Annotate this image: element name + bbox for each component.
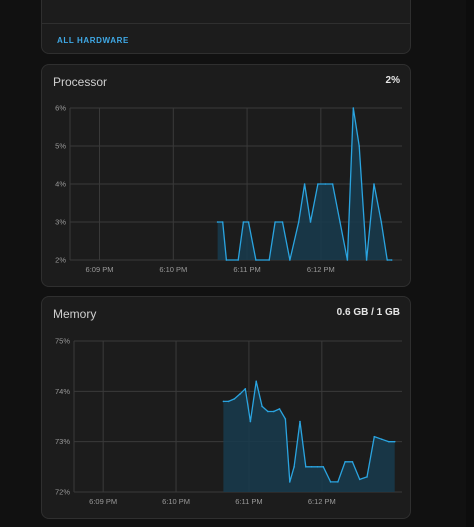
memory-y-tick-label: 73% — [55, 437, 70, 446]
memory-data-point — [239, 393, 241, 395]
memory-data-point — [233, 398, 236, 400]
memory-data-point — [316, 466, 319, 468]
memory-data-point — [288, 481, 291, 483]
memory-data-point — [227, 400, 230, 403]
processor-x-tick-label: 6:09 PM — [86, 265, 114, 274]
memory-data-point — [380, 438, 383, 440]
processor-y-tick-label: 4% — [55, 180, 66, 189]
memory-data-point — [310, 466, 313, 468]
processor-data-point — [346, 259, 349, 261]
card-divider — [42, 23, 410, 24]
memory-data-point — [304, 466, 307, 468]
processor-data-point — [281, 221, 284, 223]
processor-data-point — [225, 259, 228, 261]
memory-data-point — [322, 466, 325, 468]
memory-y-tick-label: 72% — [55, 488, 70, 497]
processor-data-point — [324, 183, 327, 185]
memory-data-point — [272, 410, 275, 413]
memory-data-point — [293, 466, 295, 468]
memory-data-point — [222, 400, 225, 403]
processor-data-point — [268, 259, 270, 261]
memory-data-point — [267, 410, 269, 413]
processor-data-point — [317, 183, 319, 185]
memory-x-tick-label: 6:09 PM — [89, 497, 117, 506]
memory-data-point — [351, 461, 354, 463]
processor-data-point — [365, 259, 368, 261]
memory-x-tick-label: 6:12 PM — [308, 497, 336, 506]
processor-series-line — [217, 107, 392, 261]
processor-data-point — [352, 107, 355, 109]
all-hardware-link[interactable]: ALL HARDWARE — [57, 36, 129, 45]
page-scrollbar[interactable] — [466, 0, 474, 527]
processor-data-point — [247, 221, 250, 223]
memory-data-point — [329, 481, 332, 483]
processor-title: Processor — [53, 75, 108, 89]
processor-data-point — [242, 221, 245, 223]
memory-title: Memory — [53, 307, 97, 321]
processor-y-tick-label: 5% — [55, 142, 66, 151]
memory-data-point — [249, 420, 252, 423]
processor-data-point — [390, 259, 393, 261]
processor-usage-value: 2% — [385, 75, 400, 86]
processor-data-point — [255, 259, 257, 261]
memory-data-point — [255, 380, 258, 383]
processor-data-point — [309, 221, 312, 223]
memory-data-point — [299, 420, 301, 423]
memory-usage-value: 0.6 GB / 1 GB — [336, 307, 400, 318]
memory-x-tick-label: 6:10 PM — [162, 497, 190, 506]
processor-y-tick-label: 6% — [55, 104, 66, 113]
processor-x-tick-label: 6:10 PM — [159, 265, 187, 274]
processor-data-point — [339, 221, 341, 223]
memory-data-point — [337, 481, 339, 483]
processor-data-point — [237, 259, 240, 261]
processor-data-point — [297, 221, 300, 223]
memory-series-area — [223, 381, 395, 492]
processor-data-point — [380, 221, 383, 223]
processor-data-point — [274, 221, 276, 223]
memory-data-point — [366, 476, 368, 478]
memory-card: Memory 0.6 GB / 1 GB 75% 74% 73% 72% 6:09 PM… — [41, 296, 411, 519]
processor-chart: 6% 5% 4% 3% 2% 6:09 PM 6:10 PM 6:11 PM 6:12 PM — [55, 104, 402, 274]
memory-x-tick-label: 6:11 PM — [235, 497, 262, 506]
processor-data-point — [216, 221, 219, 223]
memory-data-point — [358, 478, 361, 481]
processor-data-point — [386, 259, 389, 261]
processor-y-tick-label: 2% — [55, 256, 66, 265]
memory-chart: 75% 74% 73% 72% 6:09 PM 6:10 PM 6:11 PM 6:12 PM — [55, 337, 402, 506]
memory-data-point — [344, 461, 346, 463]
memory-data-point — [388, 440, 390, 443]
memory-data-point — [244, 388, 247, 390]
processor-card: Processor 2% 6% 5% 4% 3% 2% 6:09 PM 6:10 PM 6:1… — [41, 64, 411, 287]
memory-y-tick-label: 75% — [55, 337, 70, 346]
memory-data-point — [393, 440, 396, 443]
processor-data-point — [221, 221, 224, 223]
memory-data-point — [278, 408, 281, 410]
processor-data-point — [373, 183, 375, 185]
processor-x-tick-label: 6:12 PM — [307, 265, 335, 274]
processor-y-tick-label: 3% — [55, 218, 66, 227]
processor-series-area — [217, 108, 392, 260]
processor-x-tick-label: 6:11 PM — [233, 265, 260, 274]
processor-data-point — [303, 183, 306, 185]
memory-data-point — [373, 435, 376, 438]
processor-data-point — [331, 183, 334, 185]
processor-data-point — [358, 145, 361, 147]
memory-data-point — [284, 418, 287, 420]
memory-y-tick-label: 74% — [55, 387, 70, 396]
memory-data-point — [261, 405, 263, 408]
hardware-summary-card: ALL HARDWARE — [41, 0, 411, 54]
processor-data-point — [289, 259, 291, 261]
